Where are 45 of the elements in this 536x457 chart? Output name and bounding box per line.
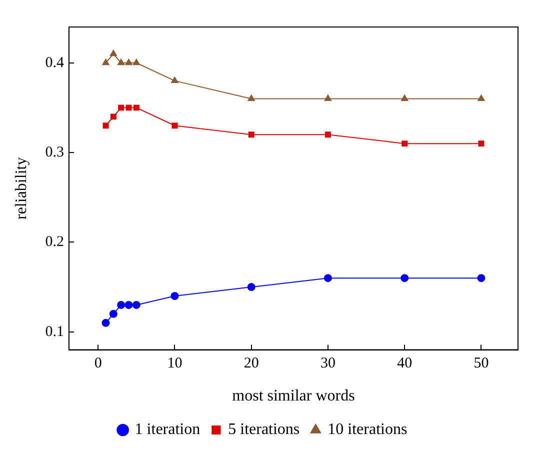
point — [110, 114, 116, 120]
x-tick-label: 50 — [474, 356, 489, 372]
point — [477, 274, 486, 282]
point — [109, 310, 118, 318]
point — [110, 50, 117, 56]
x-tick-label: 20 — [244, 356, 259, 372]
point — [324, 132, 331, 138]
point — [126, 104, 132, 111]
x-axis-title: most similar words — [232, 388, 355, 405]
point — [247, 283, 256, 292]
point — [478, 94, 485, 101]
y-tick-label: 0.4 — [45, 54, 64, 71]
point — [478, 140, 484, 147]
y-axis-title: reliability — [12, 157, 30, 220]
point — [170, 292, 179, 300]
point — [117, 300, 126, 309]
point — [172, 122, 178, 129]
point — [248, 132, 254, 138]
point — [102, 318, 110, 327]
point — [402, 140, 408, 147]
x-tick-label: 40 — [397, 356, 412, 372]
point — [400, 274, 409, 282]
point — [401, 94, 408, 101]
legend-label: 10 iterations — [328, 421, 408, 438]
point — [132, 58, 140, 66]
point — [118, 58, 125, 66]
point — [125, 58, 132, 66]
x-tick-label: 10 — [167, 356, 182, 372]
point — [133, 104, 140, 111]
point — [324, 274, 332, 282]
legend-label: 1 iteration — [134, 421, 200, 438]
point — [248, 94, 255, 101]
point — [171, 76, 178, 84]
x-tick-label: 30 — [320, 356, 336, 372]
point — [102, 122, 109, 129]
y-tick-label: 0.3 — [45, 144, 64, 160]
x-tick-label: 0 — [94, 356, 102, 372]
y-tick-label: 0.2 — [45, 234, 64, 250]
point — [124, 300, 133, 309]
point — [132, 300, 140, 309]
point — [118, 104, 124, 111]
point — [324, 94, 332, 101]
point — [102, 58, 110, 66]
y-tick-label: 0.1 — [45, 324, 64, 340]
legend-label: 5 iterations — [228, 421, 300, 438]
